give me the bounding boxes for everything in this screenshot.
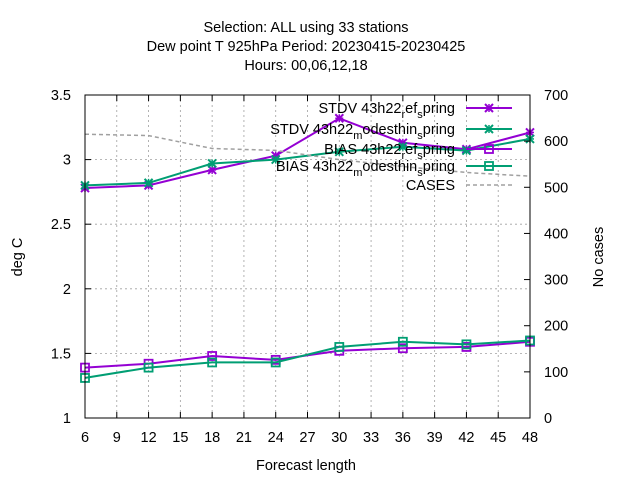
x-axis-label: Forecast length (256, 458, 356, 474)
x-tick-label: 24 (268, 430, 284, 446)
y2-tick-label: 200 (544, 319, 568, 335)
x-tick-label: 21 (236, 430, 252, 446)
x-tick-label: 15 (172, 430, 188, 446)
series-cases (84, 133, 531, 177)
legend-label: STDV 43h22refspring (318, 101, 455, 121)
series-line (84, 133, 531, 177)
grid (85, 95, 530, 418)
y-tick-label: 2 (63, 282, 71, 298)
data-point (334, 342, 345, 352)
series-line (84, 339, 531, 379)
x-tick-label: 39 (427, 430, 443, 446)
legend-marker (484, 161, 494, 171)
legend-label: BIAS 43h22refspring (324, 142, 455, 162)
data-point (143, 362, 154, 373)
x-tick-label: 33 (363, 430, 379, 446)
legend-marker (484, 103, 494, 113)
chart-title: Selection: ALL using 33 stations Dew poi… (147, 20, 466, 74)
y-tick-label: 3.5 (51, 88, 71, 104)
x-tick-label: 45 (490, 430, 506, 446)
legend-entry: STDV 43h22modesthinspring (270, 122, 512, 142)
y-axis-left: 1 1.5 2 2.5 3 3.5 (51, 88, 91, 427)
data-point (398, 141, 408, 152)
data-point (461, 145, 472, 156)
data-point (207, 351, 218, 361)
legend-entry: STDV 43h22refspring (318, 101, 512, 121)
title-line-1: Selection: ALL using 33 stations (203, 20, 408, 36)
y-axis-label: deg C (10, 238, 26, 277)
legend-label: CASES (406, 178, 455, 194)
y2-tick-label: 700 (544, 88, 568, 104)
data-point (207, 158, 217, 169)
y2-tick-label: 0 (544, 411, 552, 427)
x-tick-label: 30 (331, 430, 347, 446)
x-axis: 6 9 12 15 18 21 24 27 30 33 36 39 42 45 48 (81, 95, 538, 446)
x-tick-label: 48 (522, 430, 538, 446)
legend-marker (484, 144, 494, 154)
series-line (84, 117, 531, 189)
legend-entry: BIAS 43h22modesthinspring (276, 159, 512, 179)
legend-label: BIAS 43h22modesthinspring (276, 159, 455, 179)
y-tick-label: 1.5 (51, 346, 71, 362)
data-point (397, 336, 408, 347)
legend-label: STDV 43h22modesthinspring (270, 122, 455, 142)
y-axis-right: 0 100 200 300 400 500 600 700 (524, 88, 568, 427)
data-point (271, 154, 281, 165)
y2-tick-label: 500 (544, 180, 568, 196)
x-tick-label: 42 (458, 430, 474, 446)
title-line-3: Hours: 00,06,12,18 (244, 58, 367, 74)
y-tick-label: 1 (63, 411, 71, 427)
legend-entry: BIAS 43h22refspring (324, 142, 512, 162)
series-layer (80, 113, 535, 383)
x-tick-label: 9 (113, 430, 121, 446)
x-tick-label: 18 (204, 430, 220, 446)
x-tick-label: 27 (299, 430, 315, 446)
data-point (334, 113, 344, 123)
y2-tick-label: 100 (544, 365, 568, 381)
data-point (143, 178, 154, 188)
x-tick-label: 12 (141, 430, 157, 446)
y-tick-label: 3 (63, 153, 71, 169)
data-point (207, 357, 218, 368)
y2-tick-label: 600 (544, 134, 568, 150)
x-tick-label: 6 (81, 430, 89, 446)
y2-axis-label: No cases (591, 227, 607, 287)
y-tick-label: 2.5 (51, 217, 71, 233)
data-point (270, 357, 281, 368)
y2-tick-label: 300 (544, 273, 568, 289)
data-point (397, 343, 408, 354)
legend-marker (484, 124, 494, 134)
title-line-2: Dew point T 925hPa Period: 20230415-2023… (147, 39, 466, 55)
legend-entry: CASES (406, 178, 512, 194)
data-point (461, 339, 472, 350)
y2-tick-label: 400 (544, 226, 568, 242)
x-tick-label: 36 (395, 430, 411, 446)
data-point (334, 147, 344, 157)
